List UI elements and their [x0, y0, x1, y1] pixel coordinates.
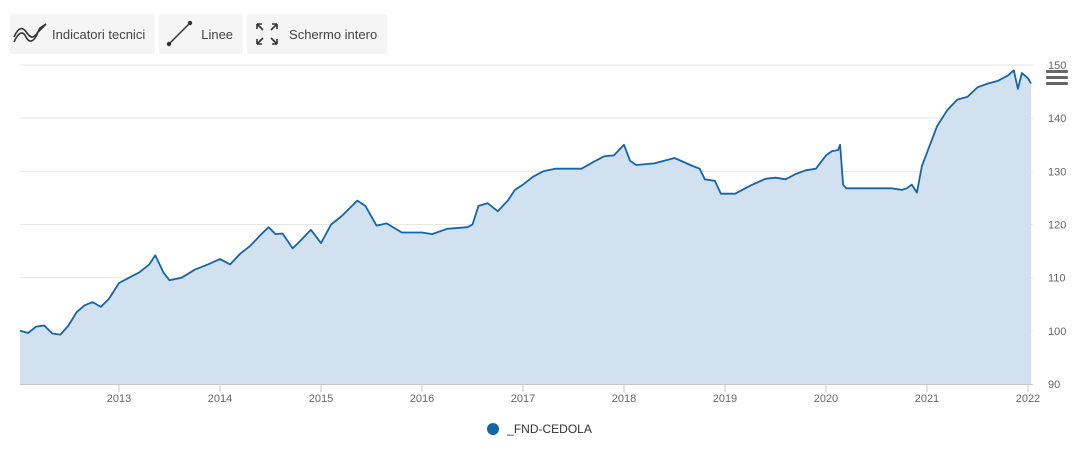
draw-line-icon: [161, 18, 197, 50]
y-tick-label: 140: [1048, 113, 1066, 125]
technical-indicators-label: Indicatori tecnici: [52, 26, 146, 42]
x-axis-ticks: 2013 2014 2015 2016 2017 2018 2019 2020 2021 2022: [107, 384, 1040, 405]
chart-legend[interactable]: _FND-CEDOLA: [0, 422, 1079, 436]
hamburger-menu-icon[interactable]: [1046, 70, 1068, 88]
legend-label: _FND-CEDOLA: [507, 422, 592, 436]
x-tick-label: 2016: [410, 393, 434, 405]
y-tick-label: 90: [1048, 379, 1060, 391]
y-tick-label: 120: [1048, 220, 1066, 232]
x-tick-label: 2015: [309, 393, 333, 405]
chart-toolbar: Indicatori tecnici Linee Schermo intero: [10, 14, 388, 54]
fullscreen-label: Schermo intero: [289, 26, 378, 42]
expand-icon: [249, 18, 285, 50]
x-tick-label: 2014: [208, 393, 232, 405]
y-tick-label: 110: [1048, 273, 1066, 285]
series-line: [19, 69, 1032, 336]
x-tick-label: 2013: [107, 393, 131, 405]
x-tick-label: 2022: [1016, 393, 1040, 405]
y-axis-ticks: 90 100 110 120 130 140 150: [1048, 60, 1066, 391]
x-tick-label: 2019: [713, 393, 737, 405]
y-tick-label: 150: [1048, 60, 1066, 72]
x-tick-label: 2018: [612, 393, 636, 405]
technical-indicators-button[interactable]: Indicatori tecnici: [10, 14, 156, 54]
line-chart-icon: [12, 18, 48, 50]
lines-label: Linee: [201, 26, 234, 42]
x-tick-label: 2020: [814, 393, 838, 405]
x-tick-label: 2017: [511, 393, 535, 405]
legend-marker: [487, 423, 500, 435]
fullscreen-button[interactable]: Schermo intero: [247, 14, 388, 54]
lines-button[interactable]: Linee: [159, 14, 244, 54]
x-tick-label: 2021: [915, 393, 939, 405]
y-tick-label: 130: [1048, 166, 1066, 178]
series-area: [20, 70, 1031, 385]
y-tick-label: 100: [1048, 326, 1066, 338]
